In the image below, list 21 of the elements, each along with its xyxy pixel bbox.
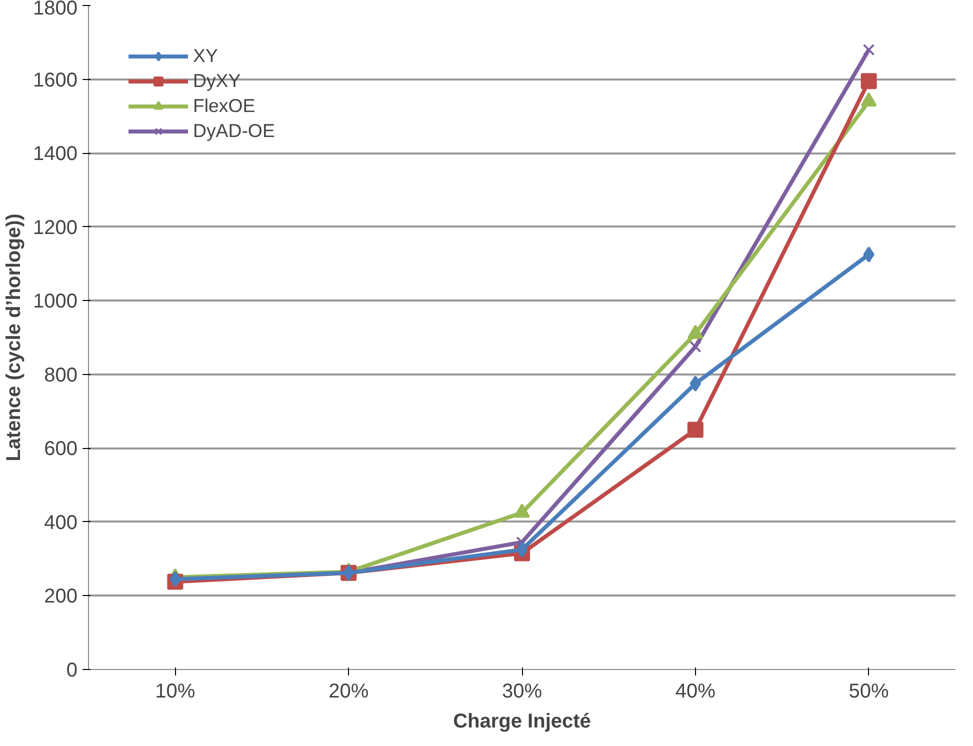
y-tick-label: 600: [44, 438, 78, 460]
legend-label: DyXY: [193, 70, 241, 92]
x-tick-label: 30%: [502, 680, 542, 702]
y-tick-label: 800: [44, 364, 78, 386]
x-tick-label: 20%: [328, 680, 369, 702]
x-tick-label: 10%: [155, 680, 196, 702]
y-tick-label: 1400: [33, 143, 78, 166]
y-tick-label: 1600: [33, 69, 78, 92]
y-tick-label: 1200: [33, 216, 78, 239]
legend-label: XY: [193, 45, 218, 67]
legend-label: DyAD-OE: [193, 120, 275, 142]
y-tick-label: 0: [66, 660, 78, 682]
x-tick-label: 50%: [848, 680, 890, 702]
legend-label: FlexOE: [193, 95, 256, 117]
x-tick-label: 40%: [675, 680, 716, 702]
y-tick-label: 1000: [33, 290, 78, 313]
y-tick-label: 1800: [33, 0, 78, 20]
y-tick-label: 400: [44, 512, 78, 534]
y-tick-label: 200: [44, 586, 78, 608]
y-axis-title: Latence (cycle d’horloge)): [3, 214, 26, 462]
x-axis-title: Charge Injecté: [453, 710, 591, 732]
